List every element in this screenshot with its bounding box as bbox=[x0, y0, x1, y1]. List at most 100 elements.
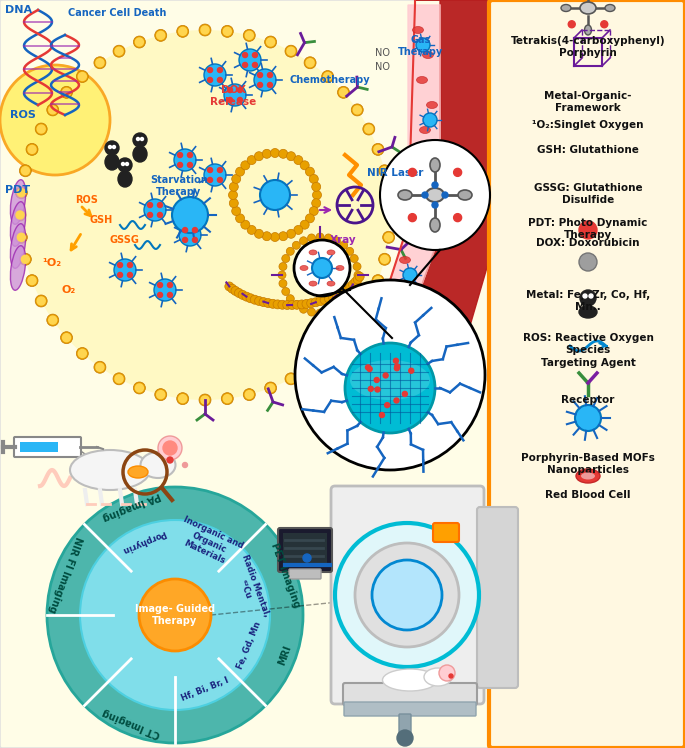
Circle shape bbox=[108, 146, 112, 149]
Ellipse shape bbox=[430, 158, 440, 172]
Circle shape bbox=[258, 73, 262, 78]
Circle shape bbox=[351, 314, 363, 326]
Circle shape bbox=[310, 206, 319, 215]
Circle shape bbox=[134, 382, 145, 394]
Text: GSH: GSH bbox=[90, 215, 113, 225]
Circle shape bbox=[269, 299, 277, 308]
Circle shape bbox=[177, 162, 182, 168]
Circle shape bbox=[306, 167, 314, 177]
Ellipse shape bbox=[10, 180, 25, 224]
Circle shape bbox=[351, 278, 360, 286]
Circle shape bbox=[136, 38, 143, 46]
Circle shape bbox=[279, 280, 287, 287]
Ellipse shape bbox=[105, 154, 119, 170]
Text: PDT: Photo Dynamic
Therapy: PDT: Photo Dynamic Therapy bbox=[528, 218, 648, 239]
Circle shape bbox=[76, 348, 88, 360]
Text: Receptor: Receptor bbox=[561, 395, 614, 405]
Circle shape bbox=[225, 282, 234, 291]
Ellipse shape bbox=[424, 668, 452, 686]
Circle shape bbox=[182, 227, 188, 233]
Circle shape bbox=[253, 52, 258, 58]
Circle shape bbox=[62, 334, 71, 342]
Circle shape bbox=[340, 242, 348, 249]
Circle shape bbox=[380, 140, 490, 250]
Circle shape bbox=[297, 300, 306, 309]
Polygon shape bbox=[360, 0, 495, 415]
Ellipse shape bbox=[414, 201, 425, 209]
Polygon shape bbox=[330, 5, 440, 405]
Circle shape bbox=[174, 149, 196, 171]
Circle shape bbox=[287, 47, 295, 55]
Circle shape bbox=[208, 177, 212, 183]
Circle shape bbox=[346, 282, 355, 291]
Circle shape bbox=[221, 25, 234, 37]
Ellipse shape bbox=[390, 281, 401, 289]
Circle shape bbox=[302, 299, 311, 308]
Text: PET Imaging: PET Imaging bbox=[269, 541, 301, 609]
Circle shape bbox=[346, 295, 353, 303]
Circle shape bbox=[325, 308, 332, 316]
Circle shape bbox=[236, 167, 245, 177]
Circle shape bbox=[19, 165, 32, 177]
Circle shape bbox=[278, 300, 287, 309]
Circle shape bbox=[96, 59, 104, 67]
Circle shape bbox=[383, 187, 395, 199]
Text: CT Imaging: CT Imaging bbox=[101, 708, 162, 740]
Circle shape bbox=[94, 57, 106, 69]
Circle shape bbox=[60, 86, 73, 98]
Circle shape bbox=[304, 361, 316, 373]
Circle shape bbox=[294, 225, 303, 234]
Circle shape bbox=[35, 295, 47, 307]
Circle shape bbox=[308, 308, 316, 316]
Circle shape bbox=[300, 220, 309, 229]
Ellipse shape bbox=[419, 126, 430, 133]
Circle shape bbox=[208, 78, 212, 82]
Circle shape bbox=[134, 36, 145, 48]
Circle shape bbox=[328, 292, 338, 301]
Circle shape bbox=[432, 182, 438, 188]
Circle shape bbox=[158, 292, 162, 298]
Circle shape bbox=[231, 286, 240, 295]
Circle shape bbox=[375, 387, 380, 392]
Ellipse shape bbox=[309, 281, 317, 286]
Circle shape bbox=[243, 29, 256, 41]
Circle shape bbox=[15, 231, 27, 243]
Circle shape bbox=[238, 290, 247, 299]
Ellipse shape bbox=[399, 257, 410, 263]
Circle shape bbox=[312, 258, 332, 278]
Circle shape bbox=[322, 70, 334, 82]
Circle shape bbox=[136, 384, 143, 392]
Circle shape bbox=[374, 145, 382, 153]
Circle shape bbox=[336, 289, 345, 298]
Ellipse shape bbox=[360, 357, 371, 364]
Circle shape bbox=[17, 188, 25, 197]
Circle shape bbox=[172, 197, 208, 233]
Circle shape bbox=[254, 230, 264, 239]
Circle shape bbox=[188, 162, 192, 168]
Circle shape bbox=[374, 277, 382, 284]
Circle shape bbox=[340, 88, 347, 96]
Circle shape bbox=[78, 73, 86, 81]
Circle shape bbox=[379, 254, 390, 266]
Circle shape bbox=[177, 25, 188, 37]
Circle shape bbox=[140, 138, 143, 141]
Circle shape bbox=[292, 300, 301, 310]
Circle shape bbox=[409, 368, 414, 373]
Circle shape bbox=[253, 62, 258, 67]
Circle shape bbox=[306, 364, 314, 371]
Circle shape bbox=[569, 21, 575, 28]
FancyBboxPatch shape bbox=[433, 523, 459, 542]
Ellipse shape bbox=[379, 307, 390, 313]
Circle shape bbox=[279, 232, 288, 241]
Circle shape bbox=[255, 296, 264, 305]
Circle shape bbox=[335, 523, 479, 667]
Ellipse shape bbox=[423, 52, 434, 58]
Ellipse shape bbox=[576, 469, 600, 483]
Circle shape bbox=[325, 294, 334, 303]
FancyBboxPatch shape bbox=[14, 437, 81, 457]
Circle shape bbox=[286, 295, 295, 303]
Ellipse shape bbox=[410, 227, 421, 233]
Ellipse shape bbox=[605, 4, 615, 11]
Circle shape bbox=[118, 272, 123, 278]
Circle shape bbox=[62, 88, 71, 96]
